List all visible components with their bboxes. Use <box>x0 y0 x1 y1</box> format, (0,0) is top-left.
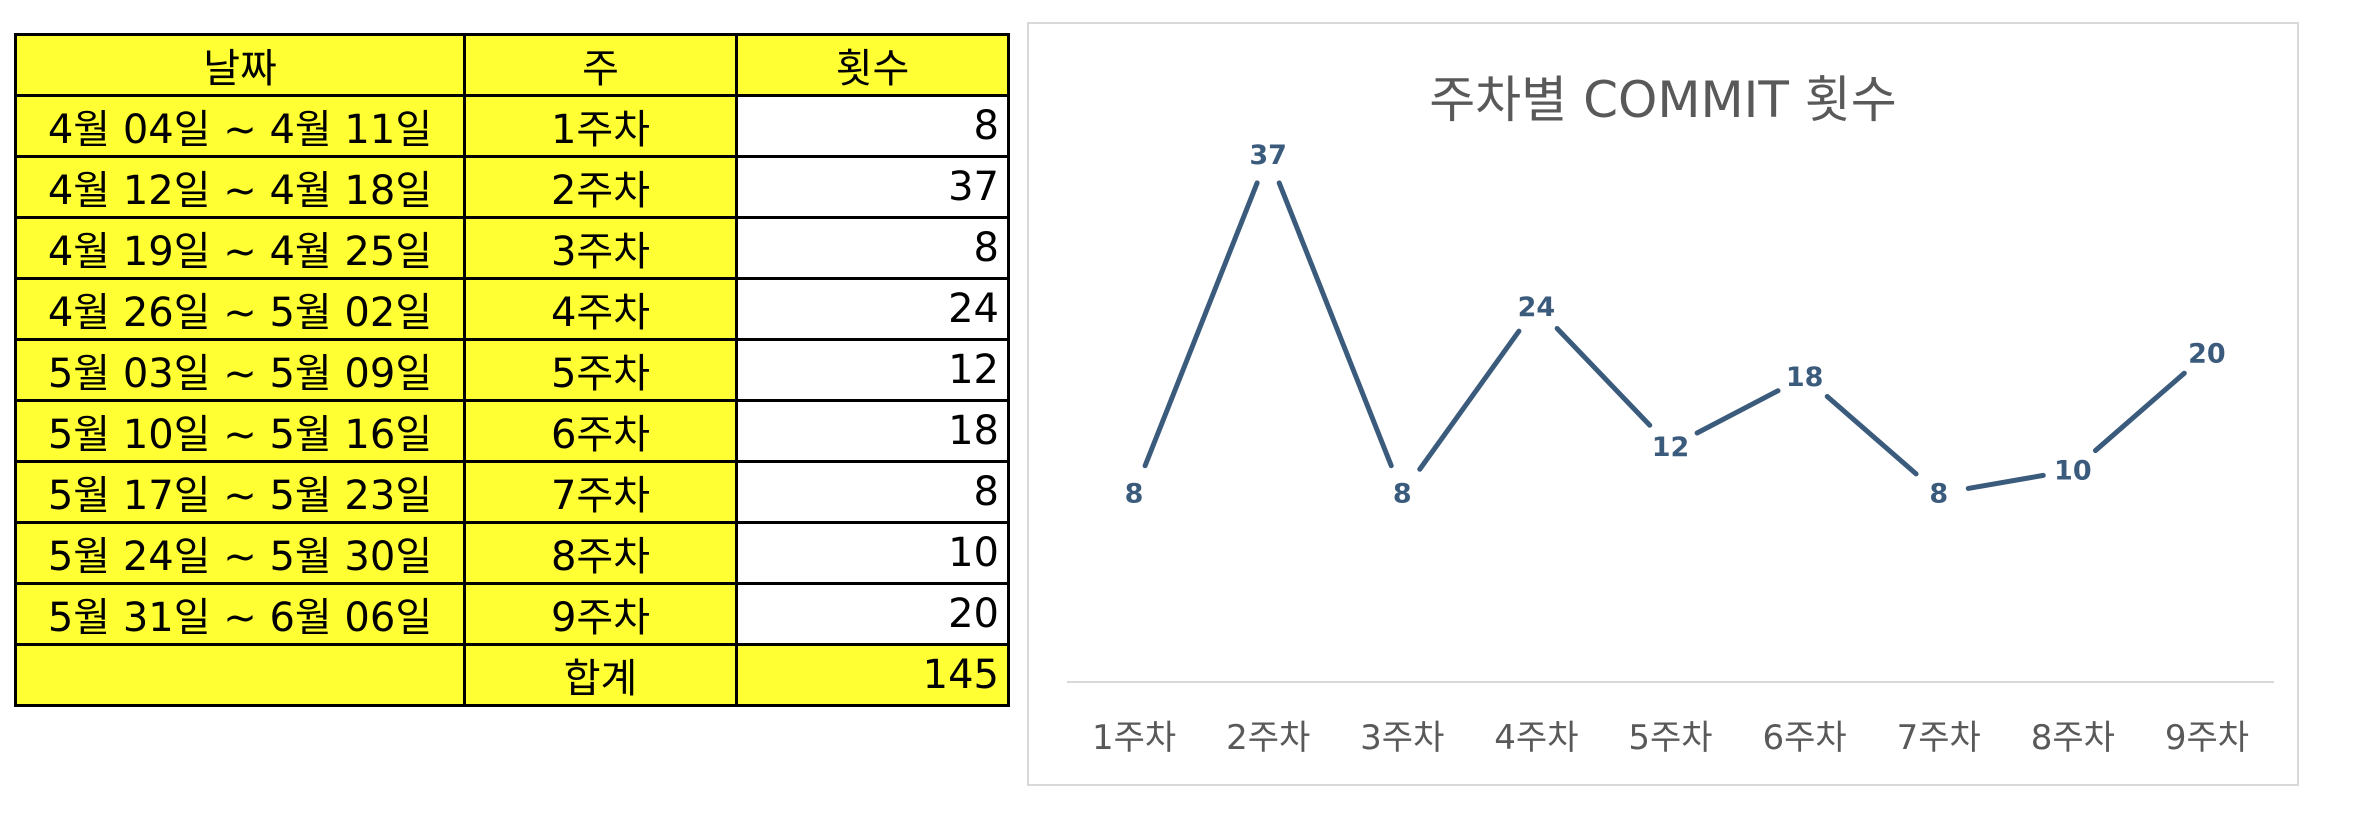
data-label: 18 <box>1786 362 1824 393</box>
cell-date: 5월 17일 ~ 5월 23일 <box>14 460 466 524</box>
cell-date: 4월 19일 ~ 4월 25일 <box>14 216 466 280</box>
cell-count: 12 <box>735 338 1010 402</box>
series-line-segment <box>1554 325 1653 428</box>
cell-count: 18 <box>735 399 1010 463</box>
cell-week: 3주차 <box>463 216 738 280</box>
header-count: 횟수 <box>735 33 1010 97</box>
table-row: 4월 26일 ~ 5월 02일 4주차 24 <box>14 277 1010 341</box>
cell-date: 5월 24일 ~ 5월 30일 <box>14 521 466 585</box>
data-label: 20 <box>2188 339 2226 370</box>
cell-week: 8주차 <box>463 521 738 585</box>
x-tick-label: 7주차 <box>1897 718 1981 758</box>
series-line-segment <box>1417 328 1522 472</box>
cell-count: 8 <box>735 94 1010 158</box>
cell-count: 8 <box>735 460 1010 524</box>
data-label: 10 <box>2054 455 2092 486</box>
table-row: 4월 19일 ~ 4월 25일 3주차 8 <box>14 216 1010 280</box>
cell-date: 5월 03일 ~ 5월 09일 <box>14 338 466 402</box>
x-tick-label: 8주차 <box>2031 718 2115 758</box>
cell-week: 1주차 <box>463 94 738 158</box>
table-row: 5월 31일 ~ 6월 06일 9주차 20 <box>14 582 1010 646</box>
x-tick-label: 3주차 <box>1360 718 1444 758</box>
cell-week: 5주차 <box>463 338 738 402</box>
cell-week: 4주차 <box>463 277 738 341</box>
cell-week: 7주차 <box>463 460 738 524</box>
data-label: 24 <box>1518 292 1556 323</box>
cell-date: 4월 12일 ~ 4월 18일 <box>14 155 466 219</box>
chart-area: 주차별 COMMIT 횟수 1주차 2주차 3주차 4주차 5주차 6주차 7주차 8주차 9주차… <box>1027 22 2299 786</box>
x-tick-label: 2주차 <box>1226 718 1310 758</box>
series-line-segment <box>2092 370 2187 454</box>
cell-count: 10 <box>735 521 1010 585</box>
chart-title: 주차별 COMMIT 횟수 <box>1429 71 1897 129</box>
x-tick-label: 9주차 <box>2165 718 2249 758</box>
cell-date: 5월 31일 ~ 6월 06일 <box>14 582 466 646</box>
table-row: 5월 03일 ~ 5월 09일 5주차 12 <box>14 338 1010 402</box>
cell-week: 2주차 <box>463 155 738 219</box>
x-tick-label: 1주차 <box>1092 718 1176 758</box>
header-week: 주 <box>463 33 738 97</box>
commit-line-chart: 주차별 COMMIT 횟수 1주차 2주차 3주차 4주차 5주차 6주차 7주차 8주차 9주차… <box>1067 71 2274 758</box>
table-row: 5월 17일 ~ 5월 23일 7주차 8 <box>14 460 1010 524</box>
total-label: 합계 <box>463 643 738 707</box>
commit-table: 날짜 주 횟수 4월 04일 ~ 4월 11일 1주차 8 4월 12일 ~ 4월 18일 2… <box>14 33 1010 707</box>
table-row: 5월 24일 ~ 5월 30일 8주차 10 <box>14 521 1010 585</box>
cell-date: 5월 10일 ~ 5월 16일 <box>14 399 466 463</box>
cell-date: 4월 26일 ~ 5월 02일 <box>14 277 466 341</box>
series-line-segment <box>1824 394 1919 477</box>
data-label: 8 <box>1929 479 1948 510</box>
x-tick-label: 4주차 <box>1494 718 1578 758</box>
data-label: 37 <box>1249 140 1287 171</box>
table-row: 5월 10일 ~ 5월 16일 6주차 18 <box>14 399 1010 463</box>
x-tick-label: 5주차 <box>1628 718 1712 758</box>
table-total-row: 합계 145 <box>14 643 1010 707</box>
data-label: 8 <box>1393 479 1412 510</box>
data-label: 8 <box>1125 479 1144 510</box>
cell-count: 37 <box>735 155 1010 219</box>
cell-week: 6주차 <box>463 399 738 463</box>
series-line-segment <box>1965 472 2046 491</box>
table-row: 4월 04일 ~ 4월 11일 1주차 8 <box>14 94 1010 158</box>
cell-count: 8 <box>735 216 1010 280</box>
total-count: 145 <box>735 643 1010 707</box>
total-empty-cell <box>14 643 466 707</box>
series-line-segment <box>1276 180 1394 469</box>
header-date: 날짜 <box>14 33 466 97</box>
cell-week: 9주차 <box>463 582 738 646</box>
cell-date: 4월 04일 ~ 4월 11일 <box>14 94 466 158</box>
data-label: 12 <box>1652 432 1690 463</box>
x-tick-label: 6주차 <box>1763 718 1847 758</box>
cell-count: 20 <box>735 582 1010 646</box>
series-line-segment <box>1694 388 1781 436</box>
table-row: 4월 12일 ~ 4월 18일 2주차 37 <box>14 155 1010 219</box>
table-header-row: 날짜 주 횟수 <box>14 33 1010 97</box>
cell-count: 24 <box>735 277 1010 341</box>
series-line-segment <box>1142 180 1260 469</box>
